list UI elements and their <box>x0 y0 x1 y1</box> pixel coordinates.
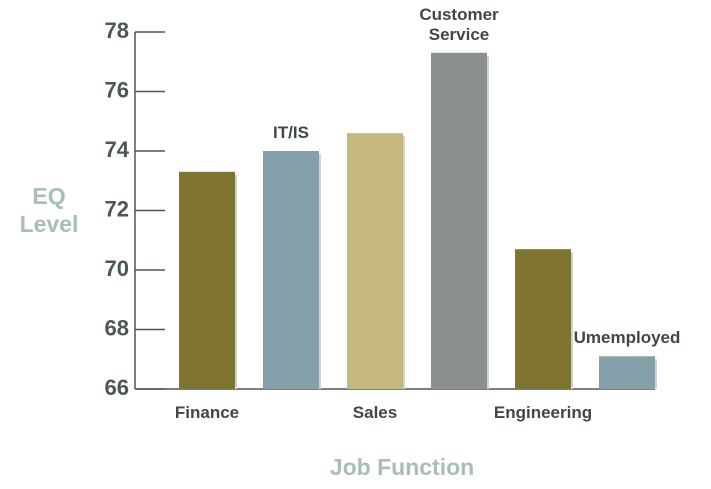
y-tick-label: 76 <box>105 77 129 102</box>
y-tick-label: 66 <box>105 375 129 400</box>
bar <box>347 133 403 389</box>
bar <box>431 52 487 389</box>
category-label: Sales <box>352 403 398 422</box>
bar <box>599 356 655 389</box>
y-tick-label: 78 <box>105 18 129 43</box>
bar <box>263 151 319 389</box>
bar <box>179 171 235 389</box>
bar <box>515 249 571 389</box>
category-label: IT/IS <box>273 123 309 142</box>
category-label: Engineering <box>493 403 593 422</box>
category-label: Umemployed <box>573 328 681 348</box>
x-axis-title: Job Function <box>329 454 475 480</box>
y-tick-label: 68 <box>105 315 129 340</box>
y-tick-label: 74 <box>105 137 130 162</box>
category-label: Finance <box>174 403 240 422</box>
y-tick-label: 72 <box>105 196 129 221</box>
y-tick-label: 70 <box>105 256 129 281</box>
category-label: Customer Service <box>419 4 499 44</box>
y-axis-title: EQ Level <box>19 183 79 237</box>
